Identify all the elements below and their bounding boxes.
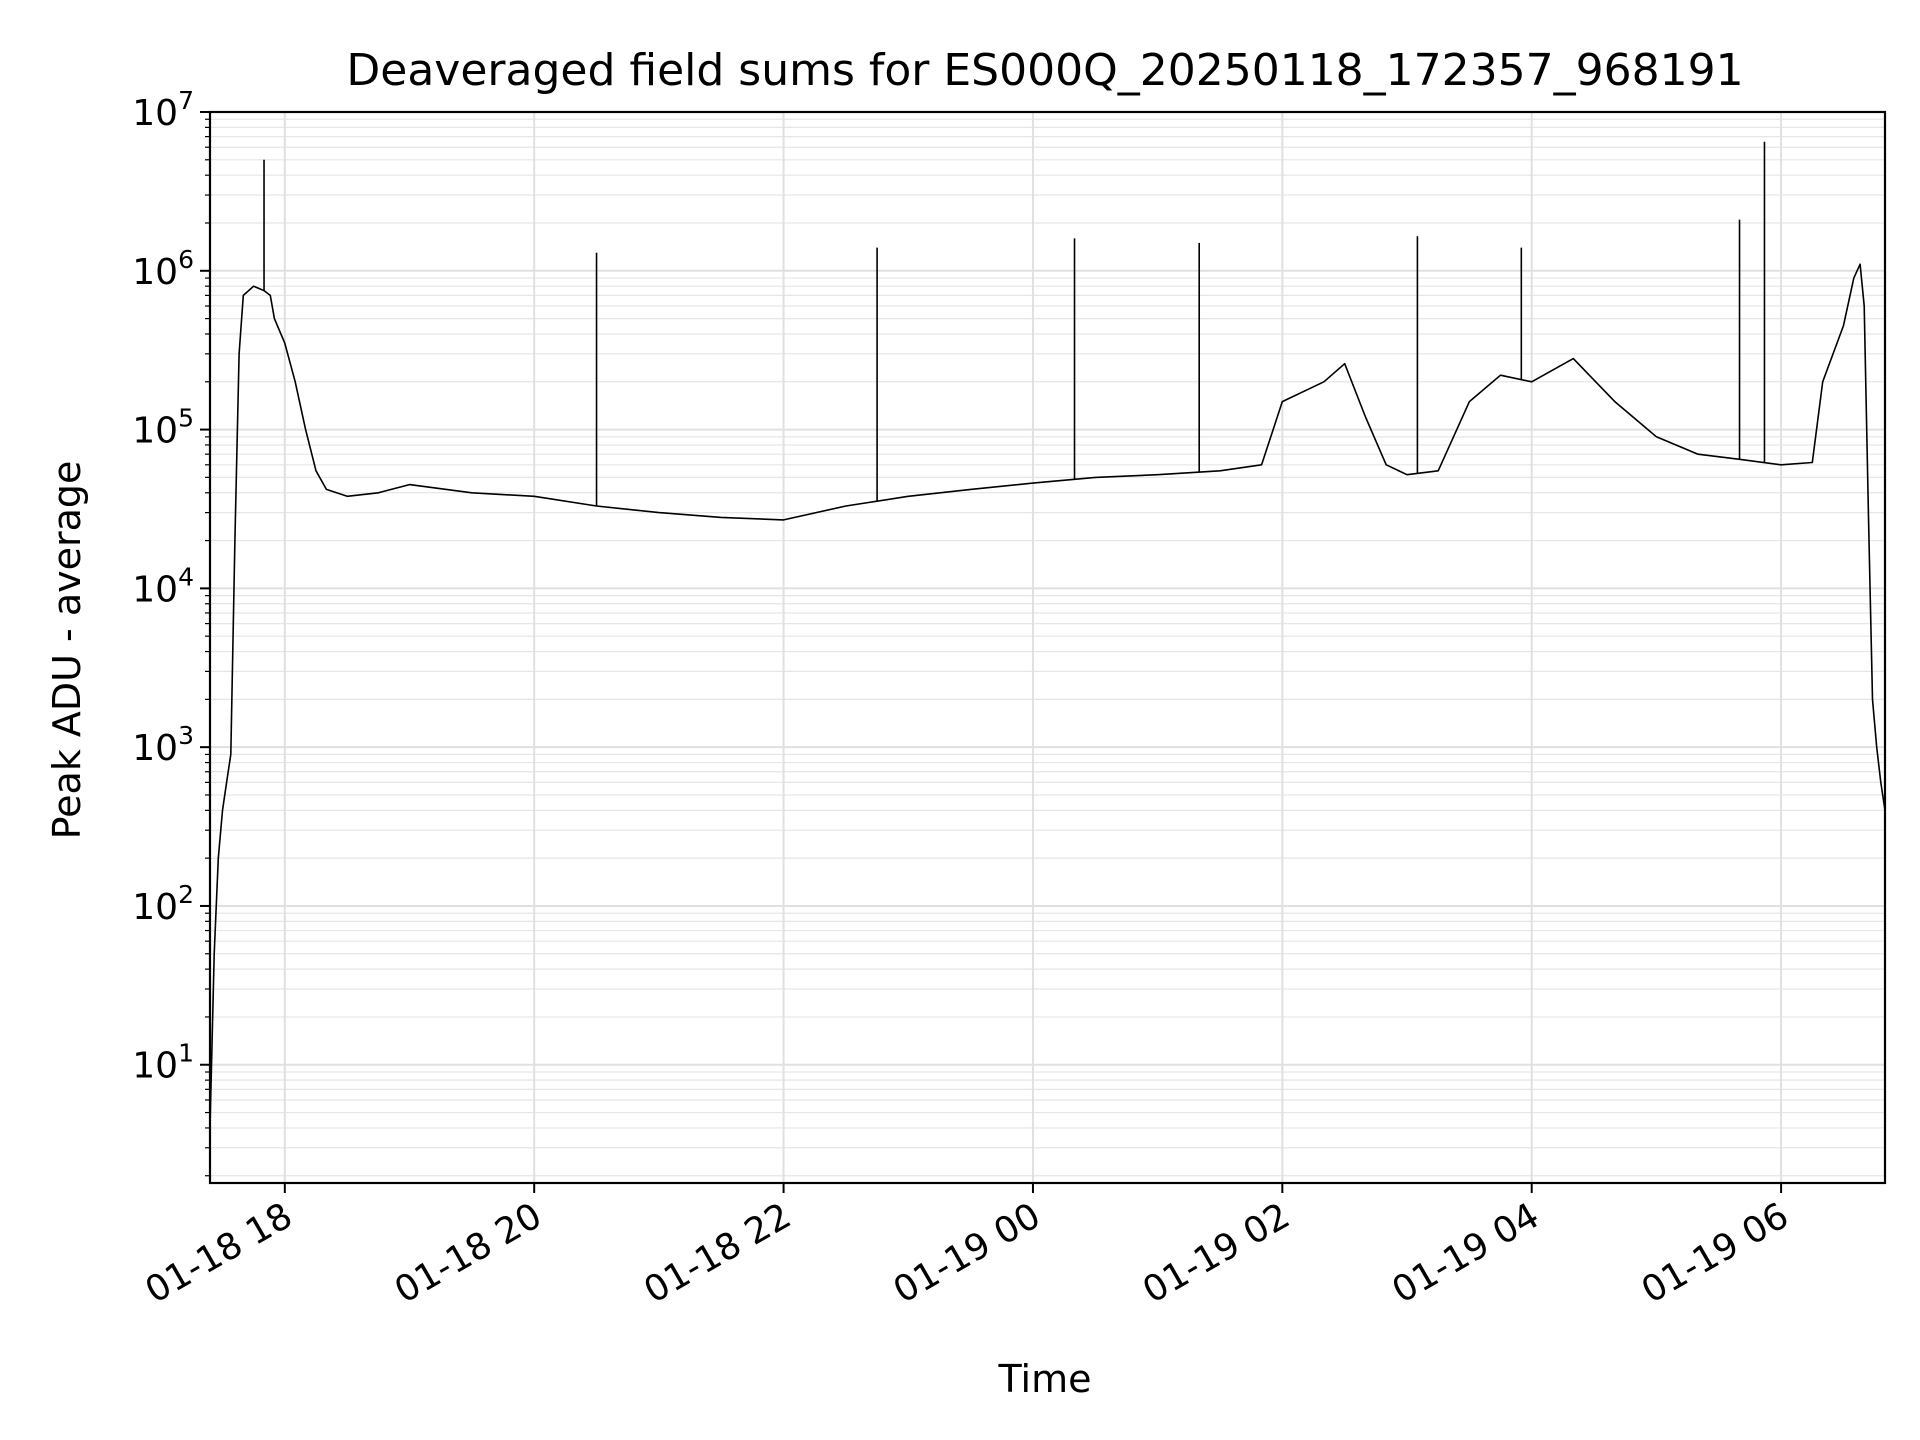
y-tick-base: 10 [132, 1046, 178, 1087]
y-tick-base: 10 [132, 252, 178, 293]
y-axis-label: Peak ADU - average [45, 461, 89, 840]
y-tick-label: 105 [132, 404, 194, 452]
y-tick-base: 10 [132, 93, 178, 134]
y-tick-label: 103 [132, 721, 194, 769]
series-line [209, 263, 1886, 1128]
y-tick-exponent: 3 [178, 721, 194, 750]
y-tick-exponent: 6 [178, 245, 194, 274]
plot-frame [208, 110, 1887, 1185]
chart-title: Deaveraged field sums for ES000Q_2025011… [346, 45, 1743, 96]
y-tick-label: 101 [132, 1039, 194, 1087]
y-tick-base: 10 [132, 411, 178, 452]
series-layer [209, 141, 1886, 1128]
y-tick-exponent: 7 [178, 86, 194, 115]
y-tick-exponent: 5 [178, 404, 194, 433]
y-tick-label: 106 [132, 245, 194, 293]
y-tick-base: 10 [132, 887, 178, 928]
y-tick-exponent: 2 [178, 880, 194, 909]
x-axis-label: Time [998, 1357, 1092, 1401]
y-tick-exponent: 4 [178, 562, 194, 591]
y-tick-exponent: 1 [178, 1039, 194, 1068]
y-tick-label: 104 [132, 562, 194, 610]
y-tick-base: 10 [132, 569, 178, 610]
y-tick-label: 107 [132, 86, 194, 134]
y-tick-label: 102 [132, 880, 194, 928]
y-tick-base: 10 [132, 728, 178, 769]
grid [210, 111, 1885, 1183]
